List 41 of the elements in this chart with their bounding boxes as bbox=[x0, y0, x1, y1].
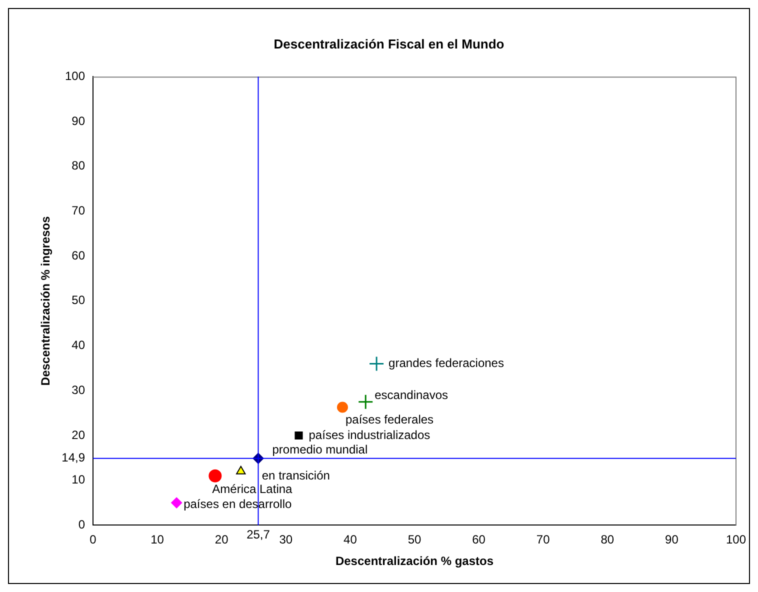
x-tick-label: 60 bbox=[472, 532, 486, 547]
chart-title: Descentralización Fiscal en el Mundo bbox=[274, 36, 504, 52]
ref-line-label: 14,9 bbox=[62, 450, 86, 465]
x-tick-label: 20 bbox=[214, 532, 229, 547]
y-tick-label: 80 bbox=[72, 158, 86, 173]
y-tick-label: 20 bbox=[72, 428, 86, 442]
x-tick-label: 70 bbox=[536, 532, 550, 547]
series-label: América Latina bbox=[212, 482, 293, 496]
series-label: grandes federaciones bbox=[388, 356, 504, 370]
x-tick-label: 0 bbox=[90, 532, 97, 547]
point bbox=[236, 466, 246, 474]
x-tick-label: 100 bbox=[726, 532, 746, 547]
series-label: países federales bbox=[345, 412, 434, 427]
y-axis-title: Descentralización % ingresos bbox=[38, 216, 53, 386]
y-tick-label: 90 bbox=[72, 114, 86, 128]
point bbox=[208, 469, 222, 482]
x-axis-title: Descentralización % gastos bbox=[335, 554, 494, 568]
point bbox=[368, 356, 384, 372]
point bbox=[336, 402, 348, 413]
series-label: en transición bbox=[262, 468, 330, 483]
x-tick-label: 50 bbox=[408, 532, 422, 547]
y-tick-label: 10 bbox=[72, 472, 86, 487]
ref-line-label: 25,7 bbox=[246, 528, 270, 542]
series-label: promedio mundial bbox=[272, 442, 368, 457]
point bbox=[294, 431, 303, 440]
y-tick-label: 50 bbox=[72, 293, 86, 308]
y-tick-label: 0 bbox=[78, 518, 86, 532]
x-tick-label: 10 bbox=[150, 532, 164, 547]
x-tick-label: 30 bbox=[279, 532, 293, 547]
series-label: países industrializados bbox=[308, 428, 430, 442]
x-tick-label: 80 bbox=[600, 532, 614, 547]
series-label: escandinavos bbox=[374, 388, 448, 402]
y-tick-label: 40 bbox=[72, 338, 86, 352]
y-tick-label: 100 bbox=[64, 68, 86, 83]
y-tick-label: 60 bbox=[72, 248, 86, 262]
point bbox=[171, 497, 182, 508]
y-tick-label: 70 bbox=[72, 203, 86, 218]
point bbox=[358, 394, 374, 410]
x-tick-label: 90 bbox=[665, 532, 679, 547]
x-tick-label: 40 bbox=[344, 532, 358, 547]
y-tick-label: 30 bbox=[72, 382, 86, 397]
